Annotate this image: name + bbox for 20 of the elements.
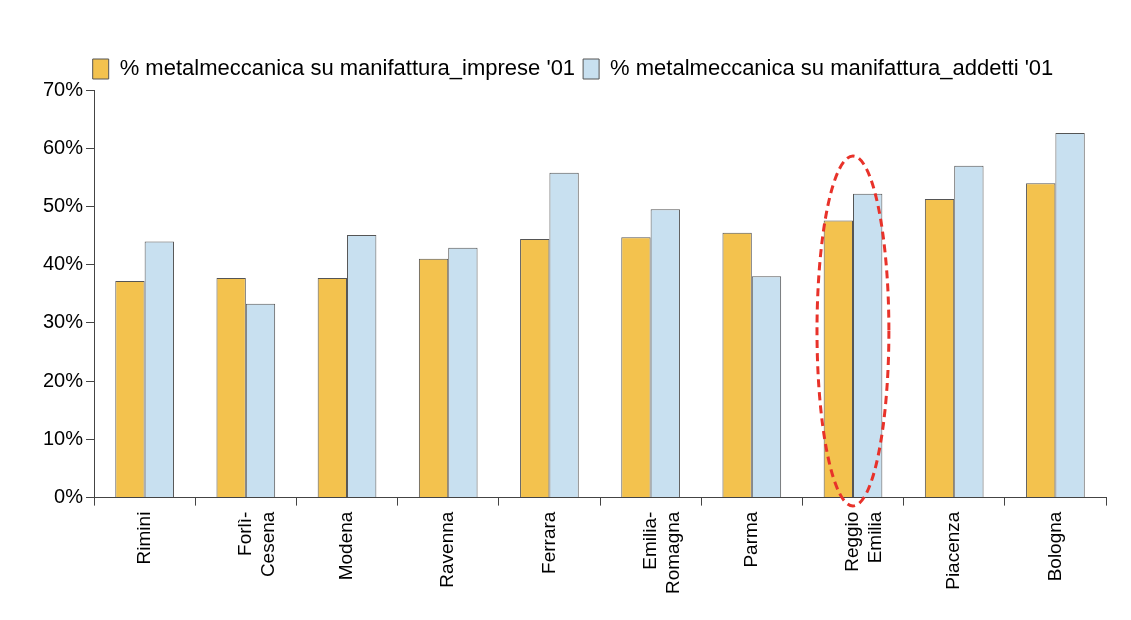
x-tick-label: Rimini	[132, 511, 154, 565]
y-tick-label: 40%	[43, 252, 84, 275]
x-tick-label: Ravenna	[436, 511, 458, 588]
legend-label: % metalmeccanica su manifattura_addetti '01	[610, 55, 1054, 81]
x-tick-label: Reggio Emilia	[841, 511, 886, 572]
x-tick-label: Ferrara	[537, 511, 559, 574]
x-tick-label: Forlì-Cesena	[234, 511, 278, 578]
x-tick-label: Bologna	[1043, 511, 1065, 582]
y-tick-label: 0%	[54, 485, 84, 508]
y-tick-label: 30%	[43, 310, 84, 333]
y-tick-label: 10%	[43, 426, 84, 449]
x-tick-label: Emilia-Romagna	[638, 511, 683, 595]
y-tick-label: 50%	[43, 193, 84, 216]
x-tick-label: Modena	[335, 511, 357, 581]
y-tick-label: 70%	[43, 77, 84, 100]
y-tick-label: 20%	[43, 368, 84, 391]
x-tick-label: Piacenza	[942, 511, 964, 590]
legend-label: % metalmeccanica su manifattura_imprese '01	[119, 55, 576, 81]
x-tick-label: Parma	[740, 511, 762, 568]
y-tick-label: 60%	[43, 135, 84, 158]
